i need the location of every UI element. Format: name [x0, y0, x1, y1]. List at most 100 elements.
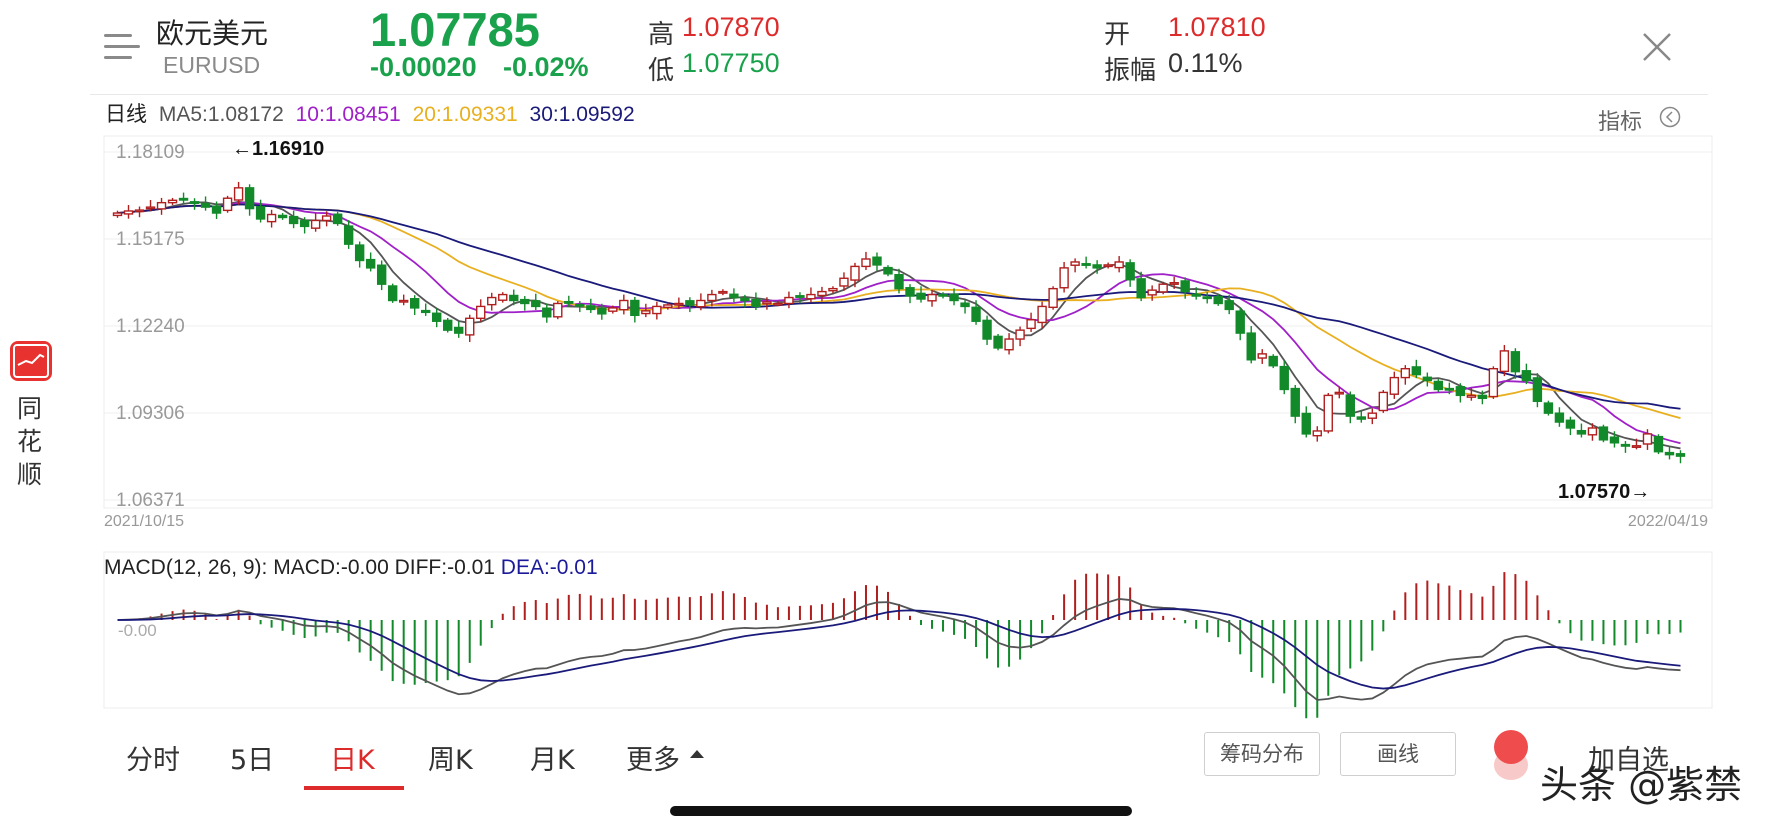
candle-body	[1422, 376, 1433, 382]
candle-body	[1202, 296, 1212, 300]
candle-body	[1411, 366, 1422, 376]
candle-body	[1213, 295, 1223, 305]
y-tick-label: 1.12240	[116, 316, 185, 337]
tab-5day[interactable]: 5日	[230, 745, 275, 776]
candle-body	[663, 304, 673, 309]
macd-panel-frame	[103, 551, 1713, 709]
amplitude-value: 0.11%	[1168, 48, 1243, 78]
candle-body	[1378, 391, 1389, 412]
tab-intraday[interactable]: 分时	[126, 745, 180, 776]
candle-body	[575, 303, 585, 307]
candle-body	[1290, 387, 1300, 417]
price-panel-frame	[103, 135, 1713, 509]
candle-body	[1477, 394, 1488, 400]
candle-body	[520, 298, 530, 305]
candle-body	[729, 293, 739, 299]
candle-body	[277, 214, 288, 219]
candle-body	[1576, 429, 1587, 435]
candle-body	[1048, 287, 1058, 309]
candle-body	[1037, 305, 1047, 324]
watermark: 头条 @紫禁	[1540, 763, 1743, 807]
tab-more[interactable]: 更多	[626, 745, 680, 776]
instrument-code: EURUSD	[163, 52, 261, 78]
candle-body	[1433, 380, 1444, 391]
high-label: 高	[648, 20, 675, 50]
candle-body	[1301, 412, 1311, 435]
menu-icon[interactable]	[104, 34, 140, 62]
add-favorite-button[interactable]: 加自选	[1588, 745, 1669, 776]
candle-body	[299, 220, 310, 228]
draw-line-button[interactable]: 画线	[1340, 732, 1456, 776]
candle-body	[1367, 412, 1378, 419]
high-value: 1.07870	[682, 12, 780, 42]
macd-dea-line	[117, 608, 1681, 690]
candle-body	[145, 206, 156, 210]
price-change-pct: -0.02%	[503, 52, 589, 82]
candle-body	[685, 300, 695, 306]
candle-body	[1246, 332, 1256, 361]
candle-body	[1059, 267, 1069, 289]
candle-body	[1631, 445, 1642, 448]
candle-body	[1554, 412, 1565, 423]
candle-body	[420, 309, 431, 314]
candle-body	[531, 300, 541, 308]
candle-body	[1103, 264, 1113, 268]
candle-body	[123, 210, 134, 215]
candle-body	[883, 266, 893, 275]
candle-body	[586, 305, 596, 311]
candle-body	[310, 219, 321, 229]
candle-body	[288, 215, 299, 225]
candle-body	[1169, 282, 1179, 285]
y-tick-label: 1.06371	[116, 490, 185, 511]
candle-body	[916, 292, 926, 300]
candle-body	[872, 256, 882, 266]
candle-body	[487, 296, 497, 306]
candle-body	[1312, 430, 1322, 437]
chevron-left-circle-icon[interactable]	[1659, 106, 1681, 128]
candle-body	[740, 297, 750, 302]
candle-body	[1587, 427, 1598, 436]
candle-body	[905, 287, 915, 297]
indicator-button[interactable]: 指标	[1598, 110, 1643, 135]
candle-body	[1224, 300, 1234, 311]
candle-body	[1158, 283, 1168, 293]
candle-body	[630, 299, 640, 317]
candle-body	[1257, 353, 1267, 359]
x-start-label: 2021/10/15	[104, 513, 184, 530]
tab-weekly-k[interactable]: 周K	[428, 745, 473, 776]
chip-distribution-button[interactable]: 筹码分布	[1204, 732, 1320, 776]
candle-body	[707, 293, 717, 302]
candle-body	[354, 244, 365, 262]
candle-body	[751, 298, 761, 308]
candle-body	[1147, 289, 1157, 296]
macd-dea: DEA:-0.01	[501, 556, 598, 579]
candle-body	[1081, 263, 1091, 266]
candle-body	[233, 187, 244, 201]
candle-body	[674, 302, 684, 306]
record-dot-icon[interactable]	[1494, 730, 1528, 764]
candle-body	[850, 265, 860, 281]
candle-body	[134, 209, 145, 213]
candle-body	[1356, 416, 1366, 420]
close-icon[interactable]	[1640, 30, 1674, 64]
candle-body	[1389, 376, 1400, 395]
app-logo-icon[interactable]	[10, 341, 52, 381]
candle-body	[332, 213, 343, 225]
min-annotation: 1.07570→	[1558, 481, 1650, 503]
tab-monthly-k[interactable]: 月K	[530, 745, 575, 776]
candle-body	[1521, 370, 1532, 382]
last-price: 1.07785	[370, 3, 540, 56]
candle-body	[1070, 261, 1080, 266]
instrument-name: 欧元美元	[156, 17, 269, 50]
candle-body	[376, 264, 387, 285]
candle-body	[762, 301, 772, 305]
candle-body	[1455, 386, 1466, 397]
candle-body	[443, 319, 453, 331]
candle-body	[1565, 419, 1576, 429]
candle-body	[321, 215, 332, 222]
candle-body	[454, 326, 464, 334]
candle-body	[112, 212, 123, 217]
tab-daily-k[interactable]: 日K	[330, 745, 375, 776]
candle-body	[652, 305, 662, 315]
